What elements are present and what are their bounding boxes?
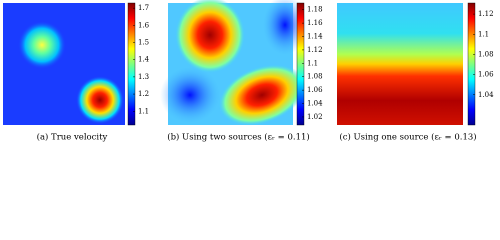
colorbar-tick-label: 1.18 bbox=[307, 6, 323, 14]
colorbar-tick-label: 1.12 bbox=[478, 10, 494, 18]
colorbar-tick-label: 1.1 bbox=[307, 59, 318, 67]
colorbar-tick-label: 1.04 bbox=[307, 100, 323, 108]
figure: 1.1 1.2 1.3 1.4 1.5 1.6 1.7 (a) True velocity 1.… bbox=[3, 0, 494, 143]
colorbar-tick-label: 1.6 bbox=[138, 21, 150, 29]
colorbar bbox=[127, 2, 136, 126]
colorbar bbox=[296, 2, 305, 126]
colorbar-tick-label: 1.04 bbox=[478, 91, 494, 99]
colorbar bbox=[467, 2, 476, 126]
colorbar-tick-label: 1.12 bbox=[307, 46, 323, 54]
colorbar-tick-label: 1.14 bbox=[307, 33, 323, 41]
caption: (b) Using two sources (εᵣ = 0.11) bbox=[167, 132, 309, 143]
colorbar-tick-label: 1.16 bbox=[307, 19, 323, 27]
colorbar-tick-label: 1.08 bbox=[478, 50, 494, 58]
colorbar-tick-label: 1.2 bbox=[138, 90, 149, 98]
image-a bbox=[3, 3, 125, 125]
colorbar-tick-label: 1.4 bbox=[138, 56, 150, 64]
colorbar-tick-label: 1.5 bbox=[138, 39, 149, 47]
colorbar-tick-label: 1.1 bbox=[478, 30, 489, 38]
colorbar-tick-label: 1.7 bbox=[138, 4, 149, 12]
colorbar-tick-label: 1.06 bbox=[478, 71, 494, 79]
image-c bbox=[337, 3, 463, 125]
caption: (a) True velocity bbox=[37, 132, 108, 143]
colorbar-tick-label: 1.02 bbox=[307, 113, 323, 121]
colorbar-tick-label: 1.06 bbox=[307, 86, 323, 94]
colorbar-tick-label: 1.1 bbox=[138, 107, 149, 115]
caption: (c) Using one source (εᵣ = 0.13) bbox=[339, 132, 476, 143]
colorbar-tick-label: 1.3 bbox=[138, 73, 149, 81]
colorbar-tick-label: 1.08 bbox=[307, 73, 323, 81]
image-b bbox=[160, 0, 307, 126]
